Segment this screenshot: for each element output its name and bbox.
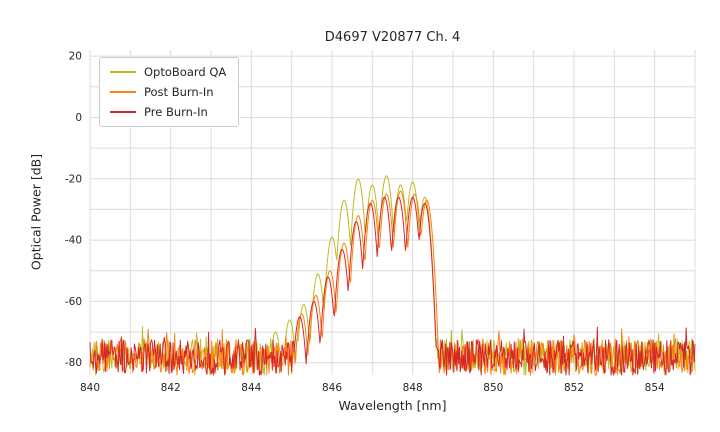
x-tick-label: 850 — [483, 382, 503, 394]
x-tick-label: 844 — [241, 382, 261, 394]
legend-line-swatch — [110, 111, 136, 113]
x-tick-label: 848 — [403, 382, 423, 394]
y-tick-label: -20 — [65, 173, 82, 185]
legend: OptoBoard QA Post Burn-In Pre Burn-In — [99, 57, 240, 127]
x-tick-label: 854 — [645, 382, 665, 394]
x-tick-label: 840 — [80, 382, 100, 394]
legend-entry-optoboard-qa: OptoBoard QA — [110, 65, 226, 79]
x-axis-label: Wavelength [nm] — [338, 398, 447, 413]
legend-label: OptoBoard QA — [144, 65, 227, 79]
legend-entry-post-burn-in: Post Burn-In — [110, 85, 226, 99]
legend-line-swatch — [110, 91, 136, 93]
y-tick-label: 0 — [75, 112, 82, 124]
y-tick-label: -80 — [65, 357, 82, 369]
x-tick-label: 846 — [322, 382, 342, 394]
y-tick-label: 20 — [69, 51, 82, 63]
legend-label: Pre Burn-In — [144, 105, 208, 119]
legend-line-swatch — [110, 71, 136, 73]
y-tick-label: -40 — [65, 235, 82, 247]
legend-entry-pre-burn-in: Pre Burn-In — [110, 105, 226, 119]
x-tick-label: 842 — [161, 382, 181, 394]
series-line-pre-burn-in — [89, 196, 696, 376]
chart-title: D4697 V20877 Ch. 4 — [324, 30, 461, 45]
y-tick-label: -60 — [65, 296, 82, 308]
legend-label: Post Burn-In — [144, 85, 214, 99]
x-tick-label: 852 — [564, 382, 584, 394]
